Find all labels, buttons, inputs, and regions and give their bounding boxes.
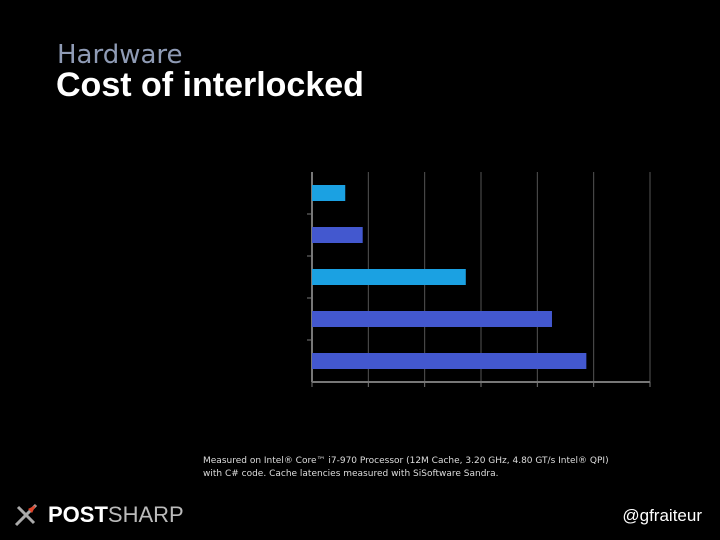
footnote-line: Measured on Intel® Core™ i7-970 Processo… (203, 456, 609, 466)
footnote-line: with C# code. Cache latencies measured w… (203, 469, 499, 479)
bar (312, 227, 363, 243)
logo-light: SHARP (107, 502, 184, 527)
logo: POSTSHARP (48, 502, 184, 528)
logo-bold: POST (48, 502, 108, 527)
bar (312, 311, 552, 327)
chart (307, 172, 651, 387)
handle: @gfraiteur (622, 506, 702, 525)
bar (312, 353, 587, 369)
logo-mark (14, 503, 38, 527)
slide-title: Cost of interlocked (56, 66, 364, 104)
kicker: Hardware (57, 40, 183, 70)
bar (312, 185, 346, 201)
bar (312, 269, 466, 285)
